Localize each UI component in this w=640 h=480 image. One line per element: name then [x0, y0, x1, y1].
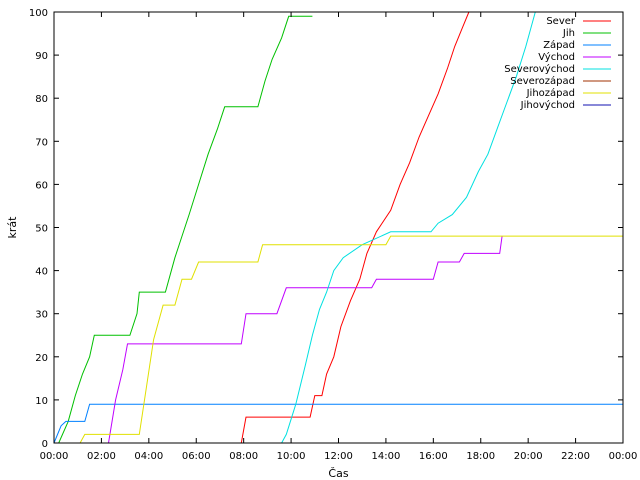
legend: SeverJihZápadVýchodSeverovýchodSeverozáp… — [504, 16, 611, 111]
x-tick-label: 22:00 — [561, 451, 590, 462]
x-tick-label: 10:00 — [277, 451, 306, 462]
y-tick-label: 80 — [35, 94, 48, 105]
series-line-7 — [79, 235, 623, 444]
x-tick-label: 08:00 — [229, 451, 258, 462]
x-tick-label: 02:00 — [87, 451, 116, 462]
y-tick-label: 60 — [35, 180, 48, 191]
y-tick-label: 70 — [35, 137, 48, 148]
x-tick-label: 18:00 — [466, 451, 495, 462]
legend-label: Západ — [543, 39, 575, 51]
x-tick-label: 00:00 — [40, 451, 69, 462]
axis-ticks: 00:00 02:00 04:00 06:00 08:00 10:00 12:00 14:00… — [29, 8, 638, 462]
legend-label: Jihozápad — [526, 87, 575, 99]
series-line-3 — [53, 403, 623, 444]
legend-label: Sever — [546, 16, 576, 27]
legend-label: Jih — [562, 28, 575, 39]
series-line-2 — [58, 15, 313, 444]
legend-label: Východ — [538, 51, 575, 63]
y-tick-label: 10 — [35, 396, 48, 407]
plot-area — [53, 11, 623, 444]
y-tick-label: 20 — [35, 353, 48, 364]
series-line-5 — [281, 11, 536, 444]
legend-label: Severovýchod — [504, 63, 575, 75]
x-tick-label: 16:00 — [419, 451, 448, 462]
y-tick-label: 50 — [35, 224, 48, 235]
y-tick-label: 90 — [35, 51, 48, 62]
series-line-1 — [240, 11, 470, 444]
y-tick-label: 100 — [29, 8, 48, 19]
x-tick-label: 14:00 — [372, 451, 401, 462]
legend-label: Severozápad — [510, 75, 575, 87]
y-tick-label: 30 — [35, 310, 48, 321]
x-tick-label: 12:00 — [324, 451, 353, 462]
x-tick-label: 04:00 — [134, 451, 163, 462]
legend-label: Jihovýchod — [520, 99, 575, 111]
x-tick-label: 20:00 — [514, 451, 543, 462]
y-tick-label: 0 — [42, 439, 48, 450]
x-axis-label: Čas — [328, 467, 348, 480]
x-tick-label: 06:00 — [182, 451, 211, 462]
series-line-4 — [108, 236, 503, 444]
y-tick-label: 40 — [35, 267, 48, 278]
y-axis-label: krát — [6, 216, 19, 239]
x-tick-label: 00:00 — [609, 451, 638, 462]
